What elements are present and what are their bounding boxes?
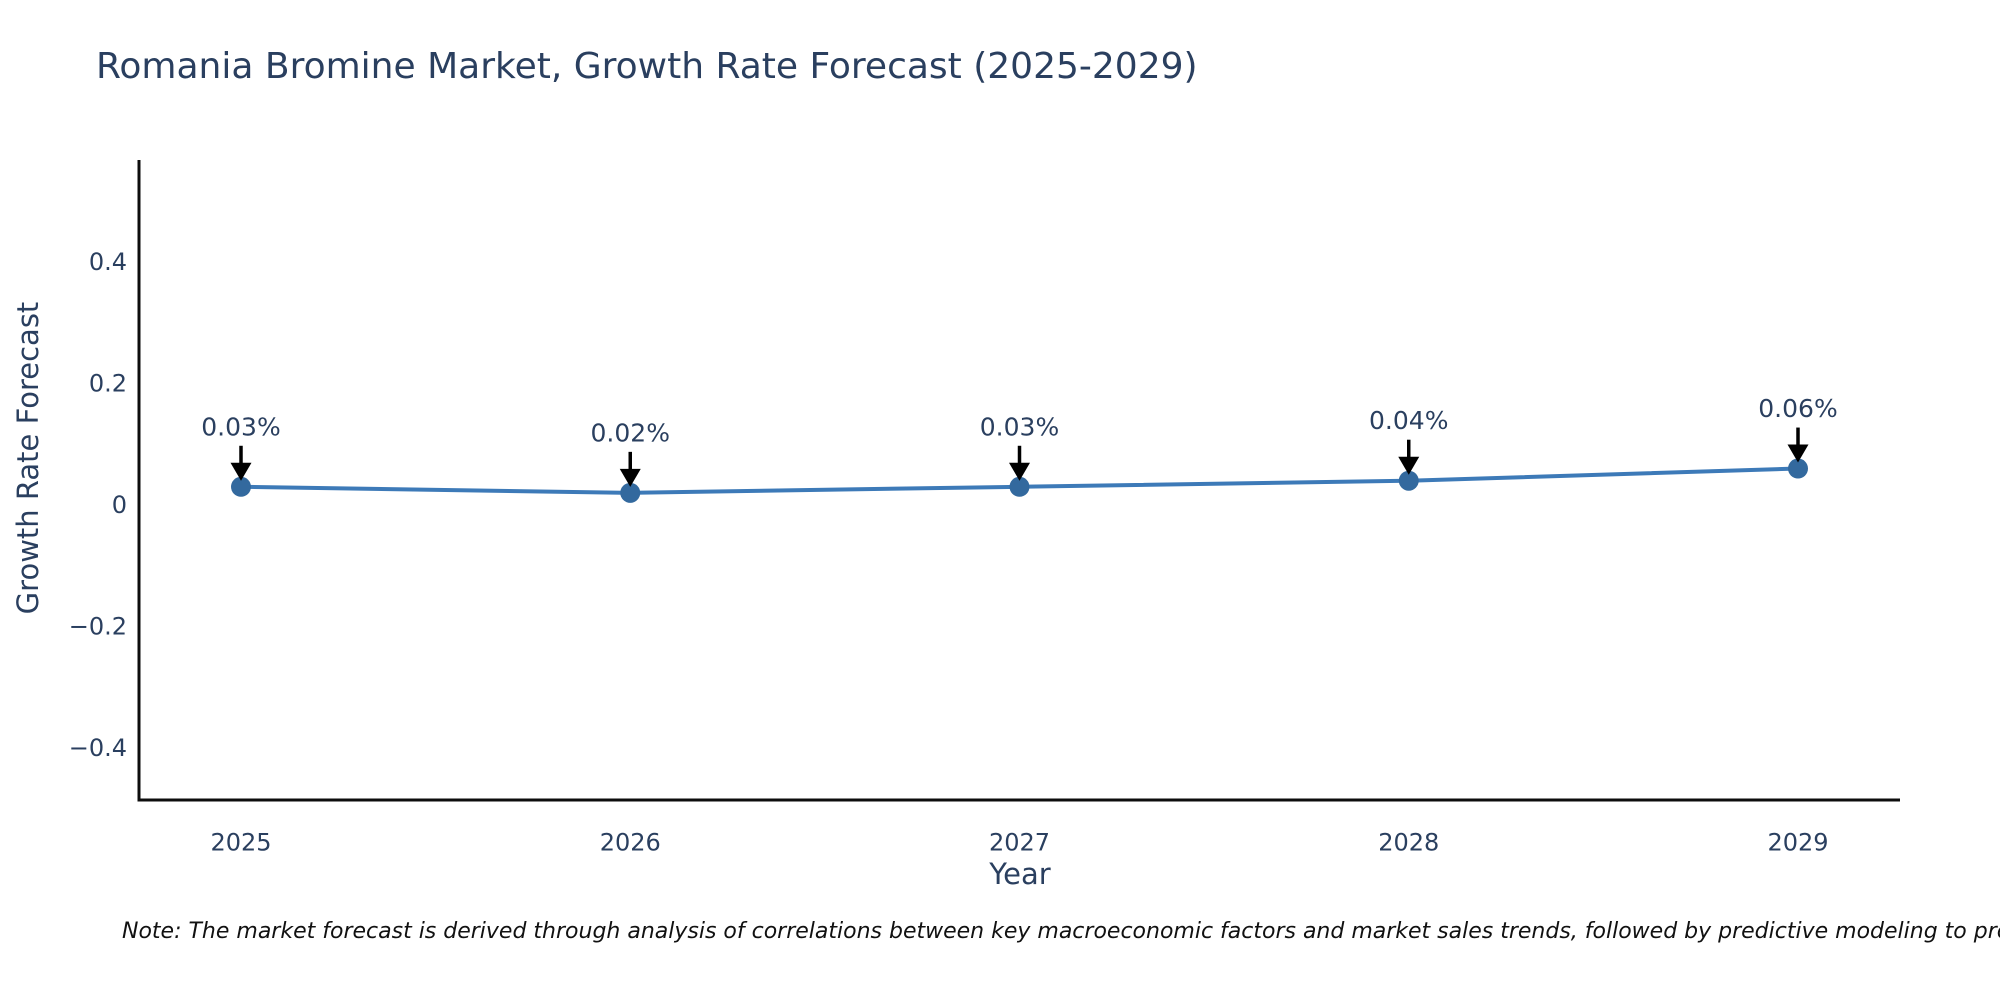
x-tick-label: 2026 <box>600 829 661 857</box>
point-value-label: 0.03% <box>201 412 280 441</box>
data-point-marker <box>231 476 251 497</box>
y-tick-label: 0.2 <box>89 370 127 398</box>
y-tick-label: 0 <box>112 491 127 519</box>
x-axis-title: Year <box>989 857 1051 891</box>
down-arrow-head-icon <box>619 468 641 487</box>
chart-title: Romania Bromine Market, Growth Rate Fore… <box>96 46 1198 87</box>
data-point-marker <box>1788 458 1808 479</box>
down-arrow-head-icon <box>1009 462 1030 481</box>
point-value-label: 0.04% <box>1369 406 1448 435</box>
y-tick-label: −0.4 <box>69 734 127 762</box>
down-arrow-head-icon <box>230 462 252 481</box>
x-tick-label: 2027 <box>989 829 1050 857</box>
footnote-text: Note: The market forecast is derived thr… <box>122 919 2000 944</box>
y-tick-label: −0.2 <box>69 613 127 641</box>
point-value-label: 0.02% <box>591 418 670 447</box>
data-point-marker <box>1398 470 1419 491</box>
x-tick-label: 2028 <box>1378 829 1439 857</box>
point-value-label: 0.06% <box>1758 394 1837 423</box>
y-tick-label: 0.4 <box>89 248 127 276</box>
down-arrow-head-icon <box>1787 444 1809 463</box>
data-point-marker <box>1009 476 1030 497</box>
data-point-marker <box>620 482 641 503</box>
down-arrow-head-icon <box>1398 456 1420 475</box>
x-tick-label: 2025 <box>210 829 271 857</box>
x-tick-label: 2029 <box>1767 829 1828 857</box>
point-value-label: 0.03% <box>980 412 1059 441</box>
